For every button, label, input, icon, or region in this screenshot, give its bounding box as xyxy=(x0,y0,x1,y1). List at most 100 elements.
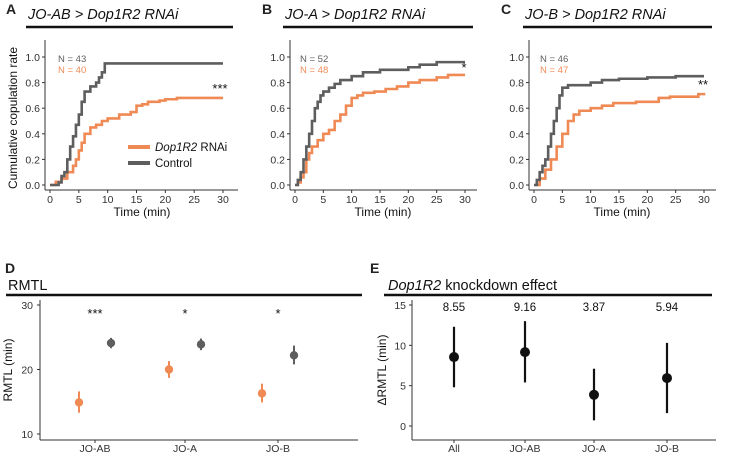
significance-label: *** xyxy=(87,306,102,321)
y-tick-label: 0.2 xyxy=(509,154,524,166)
y-tick-label: 0.0 xyxy=(25,180,40,192)
x-tick-label: JO-A xyxy=(582,443,606,455)
control-point xyxy=(106,338,116,348)
panel-a-y-ticks: 0.0 0.2 0.4 0.6 0.8 1.0 xyxy=(25,52,45,192)
x-tick-label: 25 xyxy=(431,194,443,206)
y-tick-label: 0.8 xyxy=(270,78,285,90)
legend: Dop1R2 RNAi Control xyxy=(128,142,227,170)
panel-letter-a: A xyxy=(6,1,16,17)
panel-c: C JO-B > Dop1R2 RNAi 0 5 10 15 20 25 30 0.0 0.2… xyxy=(501,1,716,219)
panel-a-lines xyxy=(50,62,223,187)
y-tick-label: 1.0 xyxy=(270,52,285,64)
panel-e-y-label: ΔRMTL (min) xyxy=(375,335,389,406)
y-tick-label: 1.0 xyxy=(509,52,524,64)
rnai-point xyxy=(164,365,174,374)
significance-label: * xyxy=(182,306,187,321)
panel-a-n-rnai: N = 40 xyxy=(58,65,86,76)
rnai-curve xyxy=(534,92,706,187)
y-tick-label: 0 xyxy=(400,421,406,433)
x-tick-label: JO-A xyxy=(173,443,197,455)
panel-a: A JO-AB > Dop1R2 RNAi 0 5 10 15 20 25 30 0.00.… xyxy=(6,1,238,219)
x-tick-label: 5 xyxy=(76,194,82,206)
effect-point xyxy=(449,352,459,363)
panel-c-y-ticks: 0.0 0.2 0.4 0.6 0.8 1.0 xyxy=(509,52,529,192)
x-tick-label: 0 xyxy=(531,194,537,206)
effect-value-label: 9.16 xyxy=(514,302,536,314)
y-tick-label: 0.6 xyxy=(25,103,40,115)
x-tick-label: 0 xyxy=(47,194,53,206)
rnai-curve xyxy=(50,96,223,187)
panel-letter-d: D xyxy=(5,260,15,276)
x-tick-label: 20 xyxy=(641,194,653,206)
y-tick-label: 30 xyxy=(21,300,33,312)
effect-point xyxy=(662,373,672,384)
y-tick-label: 0.6 xyxy=(509,103,524,115)
panel-d-y-ticks: 10 20 30 xyxy=(21,300,40,441)
legend-rnai-label: Dop1R2 RNAi xyxy=(155,142,227,154)
x-tick-label: 15 xyxy=(613,194,625,206)
control-point xyxy=(196,340,206,349)
panel-c-title: JO-B > Dop1R2 RNAi xyxy=(524,7,666,23)
y-tick-label: 0.8 xyxy=(25,78,40,90)
panel-c-significance: ** xyxy=(698,77,708,92)
x-tick-label: 10 xyxy=(346,194,358,206)
x-tick-label: JO-AB xyxy=(510,443,541,455)
y-tick-label: 0.0 xyxy=(509,180,524,192)
panel-e-title: Dop1R2 knockdown effect xyxy=(388,278,557,294)
x-tick-label: 15 xyxy=(131,194,143,206)
y-tick-label: 0.4 xyxy=(509,129,524,141)
y-tick-label: 10 xyxy=(394,340,406,352)
panel-a-x-ticks: 0 5 10 15 20 25 30 xyxy=(47,190,229,206)
y-tick-label: 0.4 xyxy=(270,129,285,141)
x-tick-label: 25 xyxy=(188,194,200,206)
control-curve xyxy=(534,74,704,187)
panel-c-n-control: N = 46 xyxy=(540,54,568,65)
rnai-point xyxy=(257,389,267,398)
y-tick-label: 0.0 xyxy=(270,180,285,192)
y-tick-label: 15 xyxy=(394,300,406,312)
panel-b-n-control: N = 52 xyxy=(300,54,328,65)
panel-letter-e: E xyxy=(370,260,379,276)
y-tick-label: 0.4 xyxy=(25,129,40,141)
x-tick-label: 20 xyxy=(402,194,414,206)
panel-c-lines xyxy=(534,74,706,187)
panel-b-title: JO-A > Dop1R2 RNAi xyxy=(284,7,426,23)
panel-b-y-ticks: 0.0 0.2 0.4 0.6 0.8 1.0 xyxy=(270,52,290,192)
x-tick-label: 30 xyxy=(217,194,229,206)
panel-c-n-rnai: N = 47 xyxy=(540,65,568,76)
effect-value-label: 3.87 xyxy=(583,302,605,314)
panel-e: E Dop1R2 knockdown effect All JO-AB JO-A JO… xyxy=(370,260,716,455)
panel-a-x-label: Time (min) xyxy=(114,205,171,219)
rnai-point xyxy=(74,398,84,407)
y-tick-label: 1.0 xyxy=(25,52,40,64)
x-tick-label: 25 xyxy=(670,194,682,206)
x-tick-label: 15 xyxy=(374,194,386,206)
panel-b-significance: * xyxy=(461,60,466,75)
effect-value-label: 5.94 xyxy=(656,302,679,314)
panel-c-x-ticks: 0 5 10 15 20 25 30 xyxy=(531,190,710,206)
x-tick-label: All xyxy=(448,443,460,455)
panel-c-x-label: Time (min) xyxy=(594,205,651,219)
effect-point xyxy=(520,347,530,358)
x-tick-label: 5 xyxy=(559,194,565,206)
effect-value-label: 8.55 xyxy=(443,302,465,314)
panel-e-y-ticks: 0 5 10 15 xyxy=(394,300,412,433)
significance-label: * xyxy=(275,306,280,321)
panel-letter-c: C xyxy=(501,1,511,17)
y-tick-label: 0.2 xyxy=(270,154,285,166)
x-tick-label: 30 xyxy=(698,194,710,206)
control-curve xyxy=(295,60,465,187)
panel-b-x-label: Time (min) xyxy=(355,205,412,219)
panel-b: B JO-A > Dop1R2 RNAi 0 5 10 15 20 25 30 0.0 0.2… xyxy=(262,1,477,219)
x-tick-label: 10 xyxy=(102,194,114,206)
panel-d-title: RMTL xyxy=(8,278,47,294)
x-tick-label: 30 xyxy=(459,194,471,206)
y-tick-label: 10 xyxy=(21,429,33,441)
y-tick-label: 5 xyxy=(400,381,406,393)
y-tick-label: 0.2 xyxy=(25,154,40,166)
x-tick-label: 10 xyxy=(585,194,597,206)
panel-e-x-ticks: All JO-AB JO-A JO-B xyxy=(448,440,679,455)
panel-d-marks: *** * * xyxy=(74,306,299,413)
